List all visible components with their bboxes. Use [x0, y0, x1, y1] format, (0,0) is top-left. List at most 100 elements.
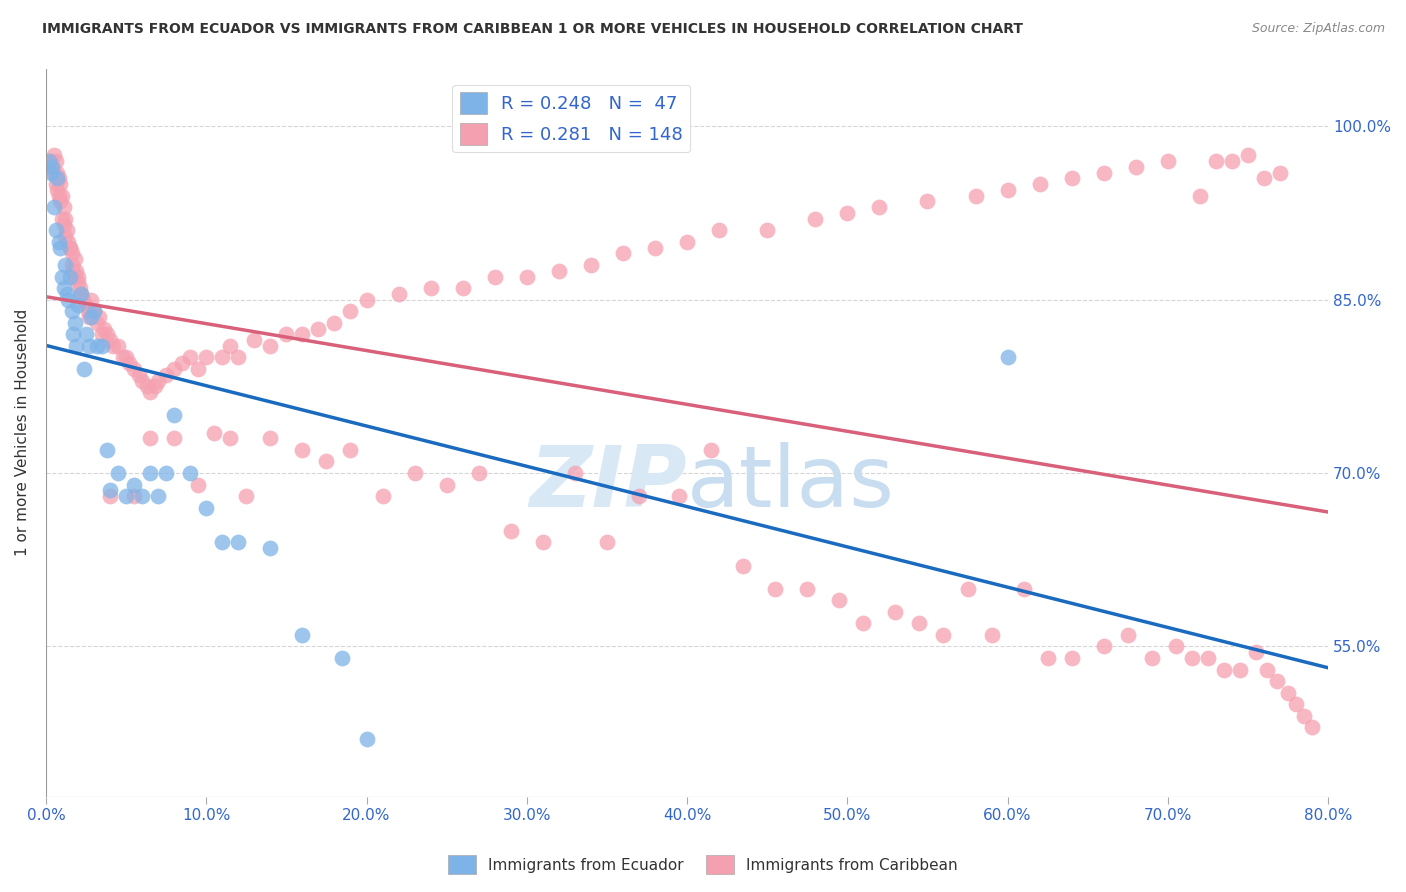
Point	[52, 281, 75, 295]
Point	[1116, 628, 1139, 642]
Point	[226, 535, 249, 549]
Point	[45, 153, 67, 168]
Point	[419, 281, 441, 295]
Point	[852, 616, 875, 631]
Point	[41, 160, 63, 174]
Point	[1277, 686, 1299, 700]
Point	[163, 431, 186, 445]
Point	[676, 235, 699, 249]
Point	[42, 200, 65, 214]
Point	[131, 489, 153, 503]
Point	[51, 269, 73, 284]
Point	[908, 616, 931, 631]
Point	[1181, 651, 1204, 665]
Point	[612, 246, 634, 260]
Point	[56, 286, 79, 301]
Point	[211, 535, 233, 549]
Point	[243, 333, 266, 347]
Point	[276, 327, 298, 342]
Point	[997, 351, 1019, 365]
Point	[804, 211, 827, 226]
Point	[644, 241, 666, 255]
Point	[63, 252, 86, 267]
Point	[139, 385, 162, 400]
Point	[98, 489, 121, 503]
Point	[62, 264, 84, 278]
Point	[1244, 645, 1267, 659]
Point	[93, 321, 115, 335]
Point	[956, 582, 979, 596]
Point	[51, 211, 73, 226]
Point	[627, 489, 650, 503]
Point	[1256, 663, 1278, 677]
Point	[1265, 674, 1288, 689]
Point	[46, 171, 69, 186]
Point	[917, 194, 939, 209]
Point	[53, 211, 76, 226]
Point	[997, 183, 1019, 197]
Point	[53, 229, 76, 244]
Point	[547, 264, 569, 278]
Point	[59, 241, 82, 255]
Point	[91, 339, 114, 353]
Point	[371, 489, 394, 503]
Point	[91, 327, 114, 342]
Point	[1294, 708, 1316, 723]
Point	[69, 281, 91, 295]
Point	[1285, 697, 1308, 711]
Point	[756, 223, 779, 237]
Text: atlas: atlas	[688, 442, 896, 525]
Point	[763, 582, 786, 596]
Point	[155, 466, 177, 480]
Point	[195, 500, 218, 515]
Point	[356, 293, 378, 307]
Point	[146, 374, 169, 388]
Point	[668, 489, 690, 503]
Point	[195, 351, 218, 365]
Point	[451, 281, 474, 295]
Point	[38, 153, 60, 168]
Point	[163, 362, 186, 376]
Point	[187, 362, 209, 376]
Point	[128, 368, 150, 382]
Point	[1237, 148, 1260, 162]
Point	[115, 351, 138, 365]
Point	[83, 304, 105, 318]
Point	[202, 425, 225, 440]
Point	[733, 558, 755, 573]
Point	[45, 177, 67, 191]
Point	[48, 188, 70, 202]
Point	[579, 120, 602, 134]
Point	[63, 269, 86, 284]
Point	[146, 489, 169, 503]
Point	[66, 298, 89, 312]
Point	[1197, 651, 1219, 665]
Point	[65, 339, 87, 353]
Point	[837, 206, 859, 220]
Point	[46, 165, 69, 179]
Point	[339, 442, 361, 457]
Point	[83, 304, 105, 318]
Point	[1188, 188, 1211, 202]
Point	[59, 241, 82, 255]
Point	[1157, 153, 1180, 168]
Point	[86, 316, 108, 330]
Point	[75, 298, 97, 312]
Point	[1028, 177, 1050, 191]
Point	[1253, 171, 1275, 186]
Point	[42, 165, 65, 179]
Point	[76, 304, 98, 318]
Point	[796, 582, 818, 596]
Point	[73, 362, 96, 376]
Point	[516, 269, 538, 284]
Text: Source: ZipAtlas.com: Source: ZipAtlas.com	[1251, 22, 1385, 36]
Point	[96, 327, 118, 342]
Point	[1205, 153, 1227, 168]
Point	[75, 327, 97, 342]
Point	[118, 356, 141, 370]
Point	[111, 351, 134, 365]
Point	[136, 379, 159, 393]
Y-axis label: 1 or more Vehicles in Household: 1 or more Vehicles in Household	[15, 309, 30, 557]
Point	[80, 293, 103, 307]
Point	[87, 310, 110, 324]
